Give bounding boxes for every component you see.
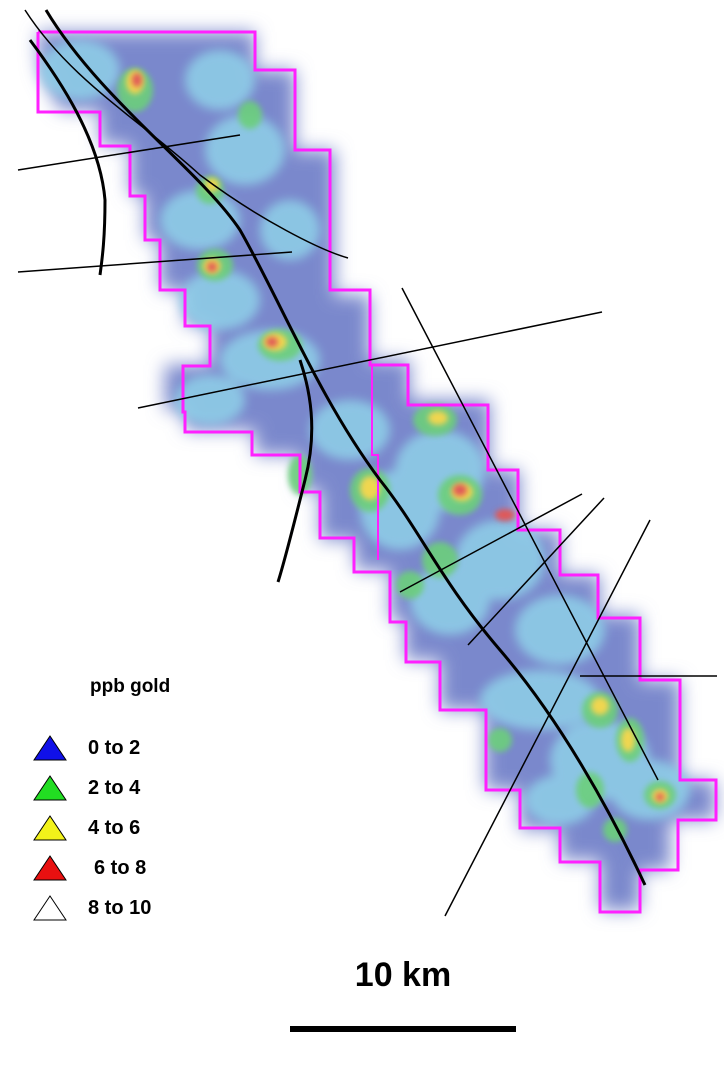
legend-label: 4 to 6 <box>88 817 140 840</box>
legend-item-2-to-4: 2 to 4 <box>28 774 258 810</box>
triangle-icon <box>32 814 68 842</box>
legend-title: ppb gold <box>90 676 170 698</box>
triangle-icon <box>32 854 68 882</box>
legend-item-0-to-2: 0 to 2 <box>28 734 258 770</box>
legend-item-6-to-8: 6 to 8 <box>28 854 258 890</box>
scale-bar-line <box>290 1026 516 1032</box>
scale-label: 10 km <box>288 956 518 995</box>
legend-label: 6 to 8 <box>94 857 146 880</box>
triangle-icon <box>32 774 68 802</box>
legend-item-8-to-10: 8 to 10 <box>28 894 258 930</box>
legend-item-4-to-6: 4 to 6 <box>28 814 258 850</box>
legend-label: 2 to 4 <box>88 777 140 800</box>
triangle-icon <box>32 734 68 762</box>
triangle-icon <box>32 894 68 922</box>
legend-label: 8 to 10 <box>88 897 151 920</box>
legend-label: 0 to 2 <box>88 737 140 760</box>
scale-bar: 10 km <box>288 956 518 1036</box>
